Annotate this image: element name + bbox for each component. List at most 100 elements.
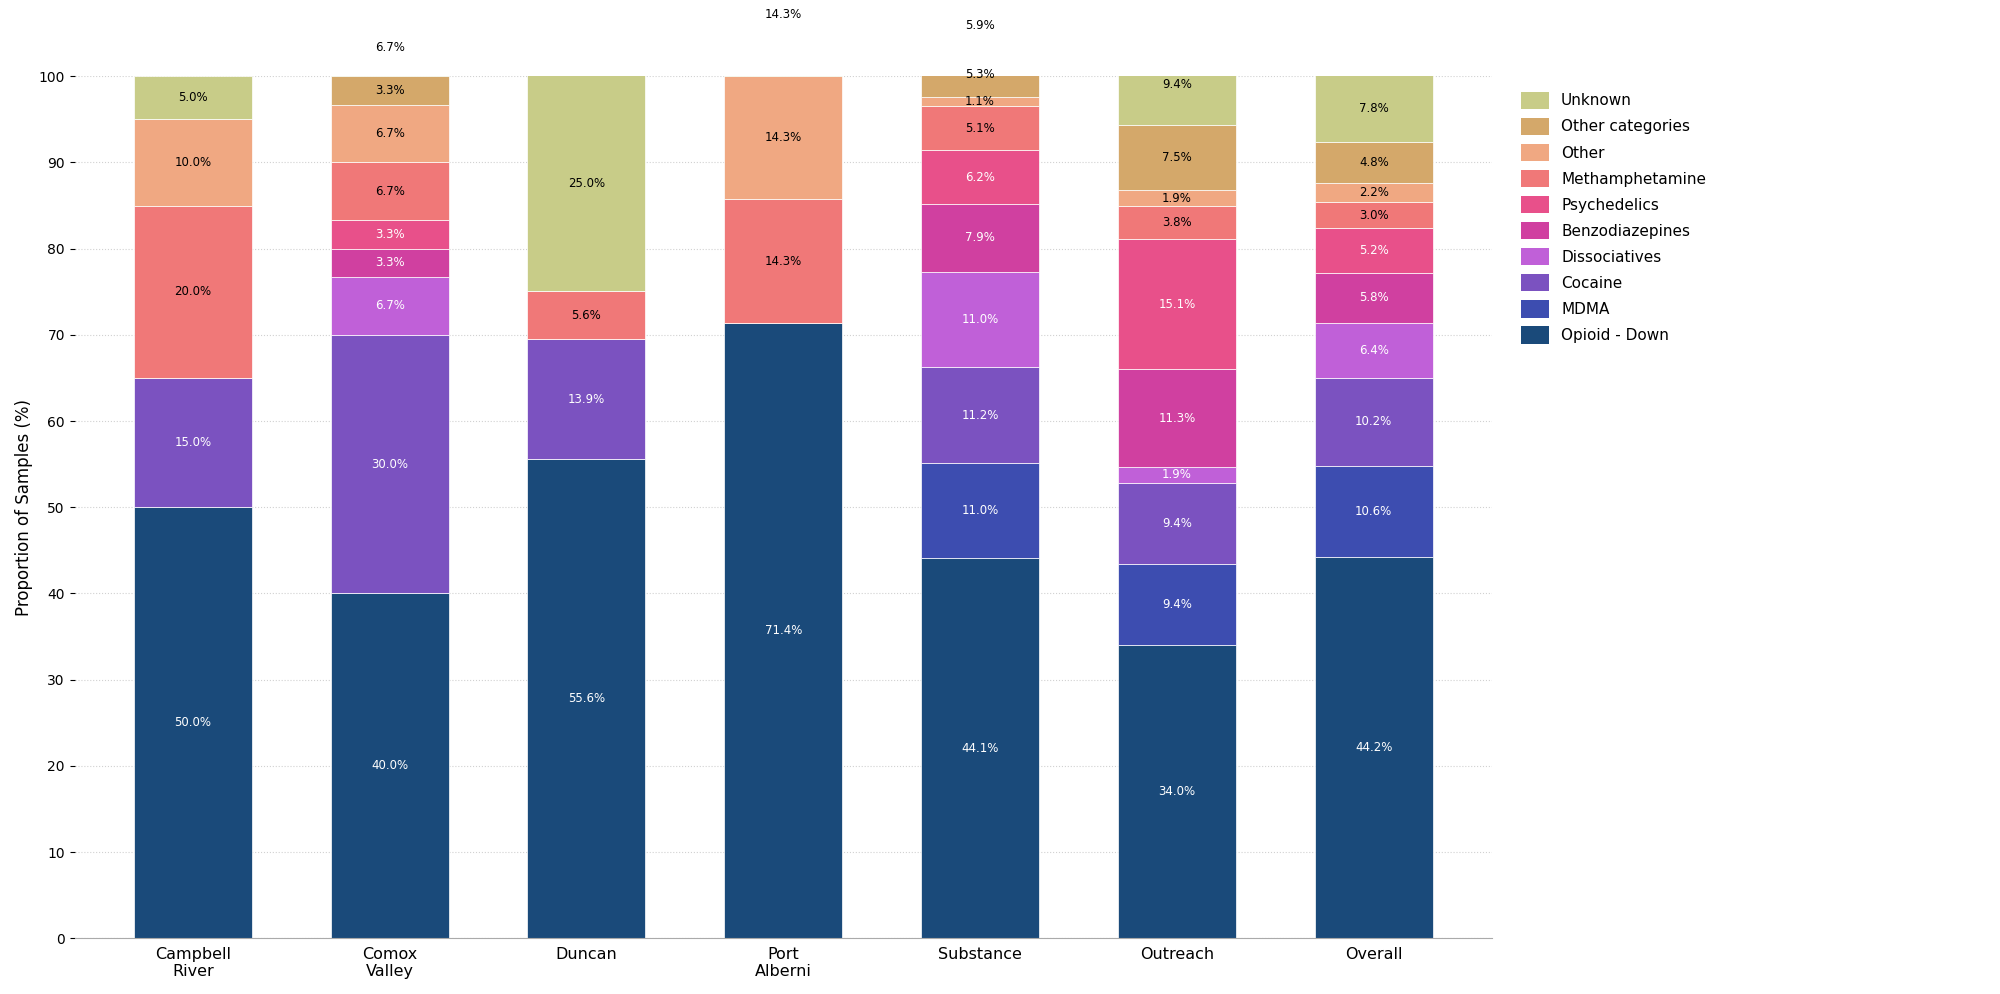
Bar <box>922 52 1040 96</box>
Bar <box>528 459 646 938</box>
Text: 7.5%: 7.5% <box>1162 151 1192 164</box>
Text: 3.0%: 3.0% <box>1358 209 1388 222</box>
Text: 13.9%: 13.9% <box>568 393 606 406</box>
Bar <box>1118 565 1236 645</box>
Bar <box>528 76 646 291</box>
Bar <box>724 200 842 323</box>
Text: 34.0%: 34.0% <box>1158 785 1196 798</box>
Bar <box>724 323 842 938</box>
Text: 6.7%: 6.7% <box>374 185 404 198</box>
Text: 6.7%: 6.7% <box>374 299 404 312</box>
Text: 15.1%: 15.1% <box>1158 298 1196 311</box>
Text: 5.8%: 5.8% <box>1358 291 1388 304</box>
Text: 10.0%: 10.0% <box>174 156 212 169</box>
Bar <box>134 206 252 378</box>
Text: 7.9%: 7.9% <box>966 232 996 245</box>
Bar <box>1118 207 1236 240</box>
Text: 6.4%: 6.4% <box>1358 344 1388 357</box>
Text: 15.0%: 15.0% <box>174 436 212 449</box>
Text: 44.1%: 44.1% <box>962 742 998 754</box>
Text: 71.4%: 71.4% <box>764 624 802 637</box>
Bar <box>134 77 252 119</box>
Bar <box>134 378 252 507</box>
Text: 14.3%: 14.3% <box>764 8 802 21</box>
Bar <box>922 558 1040 938</box>
Bar <box>330 593 448 938</box>
Text: 9.4%: 9.4% <box>1162 598 1192 611</box>
Text: 6.7%: 6.7% <box>374 127 404 140</box>
Bar <box>922 150 1040 204</box>
Bar <box>922 204 1040 272</box>
Bar <box>922 106 1040 150</box>
Bar <box>1314 183 1432 202</box>
Bar <box>1118 240 1236 370</box>
Text: 7.8%: 7.8% <box>1358 101 1388 114</box>
Bar <box>330 335 448 593</box>
Text: 6.2%: 6.2% <box>966 171 996 184</box>
Bar <box>330 162 448 221</box>
Text: 25.0%: 25.0% <box>568 177 604 190</box>
Bar <box>330 104 448 162</box>
Bar <box>922 96 1040 106</box>
Bar <box>1314 228 1432 272</box>
Bar <box>528 291 646 339</box>
Bar <box>1118 190 1236 207</box>
Text: 10.2%: 10.2% <box>1356 415 1392 428</box>
Bar <box>1314 558 1432 938</box>
Text: 11.3%: 11.3% <box>1158 412 1196 424</box>
Bar <box>330 19 448 77</box>
Bar <box>1118 483 1236 565</box>
Text: 1.1%: 1.1% <box>966 95 996 108</box>
Bar <box>528 339 646 459</box>
Text: 5.3%: 5.3% <box>966 68 994 81</box>
Bar <box>134 119 252 206</box>
Bar <box>1314 378 1432 466</box>
Bar <box>922 272 1040 367</box>
Bar <box>330 221 448 248</box>
Text: 5.0%: 5.0% <box>178 91 208 104</box>
Bar <box>922 463 1040 558</box>
Text: 40.0%: 40.0% <box>372 759 408 772</box>
Legend: Unknown, Other categories, Other, Methamphetamine, Psychedelics, Benzodiazepines: Unknown, Other categories, Other, Metham… <box>1514 83 1714 351</box>
Text: 50.0%: 50.0% <box>174 717 212 730</box>
Bar <box>922 367 1040 463</box>
Text: 1.9%: 1.9% <box>1162 468 1192 481</box>
Text: 44.2%: 44.2% <box>1356 742 1392 754</box>
Text: 11.0%: 11.0% <box>962 313 998 326</box>
Bar <box>1118 645 1236 938</box>
Bar <box>724 0 842 77</box>
Text: 10.6%: 10.6% <box>1356 505 1392 518</box>
Bar <box>1314 142 1432 183</box>
Bar <box>330 248 448 277</box>
Text: 5.6%: 5.6% <box>572 308 602 321</box>
Y-axis label: Proportion of Samples (%): Proportion of Samples (%) <box>14 399 32 615</box>
Text: 11.0%: 11.0% <box>962 504 998 517</box>
Bar <box>1314 272 1432 323</box>
Bar <box>922 0 1040 52</box>
Text: 55.6%: 55.6% <box>568 692 604 705</box>
Text: 9.4%: 9.4% <box>1162 517 1192 530</box>
Text: 14.3%: 14.3% <box>764 254 802 267</box>
Text: 5.9%: 5.9% <box>966 19 994 32</box>
Text: 5.2%: 5.2% <box>1358 244 1388 256</box>
Text: 5.1%: 5.1% <box>966 122 994 135</box>
Bar <box>1314 202 1432 228</box>
Bar <box>1118 125 1236 190</box>
Text: 3.3%: 3.3% <box>374 256 404 269</box>
Bar <box>330 77 448 104</box>
Text: 14.3%: 14.3% <box>764 131 802 144</box>
Bar <box>330 277 448 335</box>
Bar <box>1314 323 1432 378</box>
Text: 6.7%: 6.7% <box>374 41 404 54</box>
Bar <box>1118 370 1236 467</box>
Bar <box>134 507 252 938</box>
Text: 30.0%: 30.0% <box>372 457 408 470</box>
Bar <box>1118 45 1236 125</box>
Text: 3.3%: 3.3% <box>374 228 404 241</box>
Text: 3.8%: 3.8% <box>1162 217 1192 230</box>
Text: 11.2%: 11.2% <box>962 409 998 421</box>
Bar <box>1314 466 1432 558</box>
Bar <box>1314 75 1432 142</box>
Text: 9.4%: 9.4% <box>1162 79 1192 91</box>
Text: 3.3%: 3.3% <box>374 83 404 97</box>
